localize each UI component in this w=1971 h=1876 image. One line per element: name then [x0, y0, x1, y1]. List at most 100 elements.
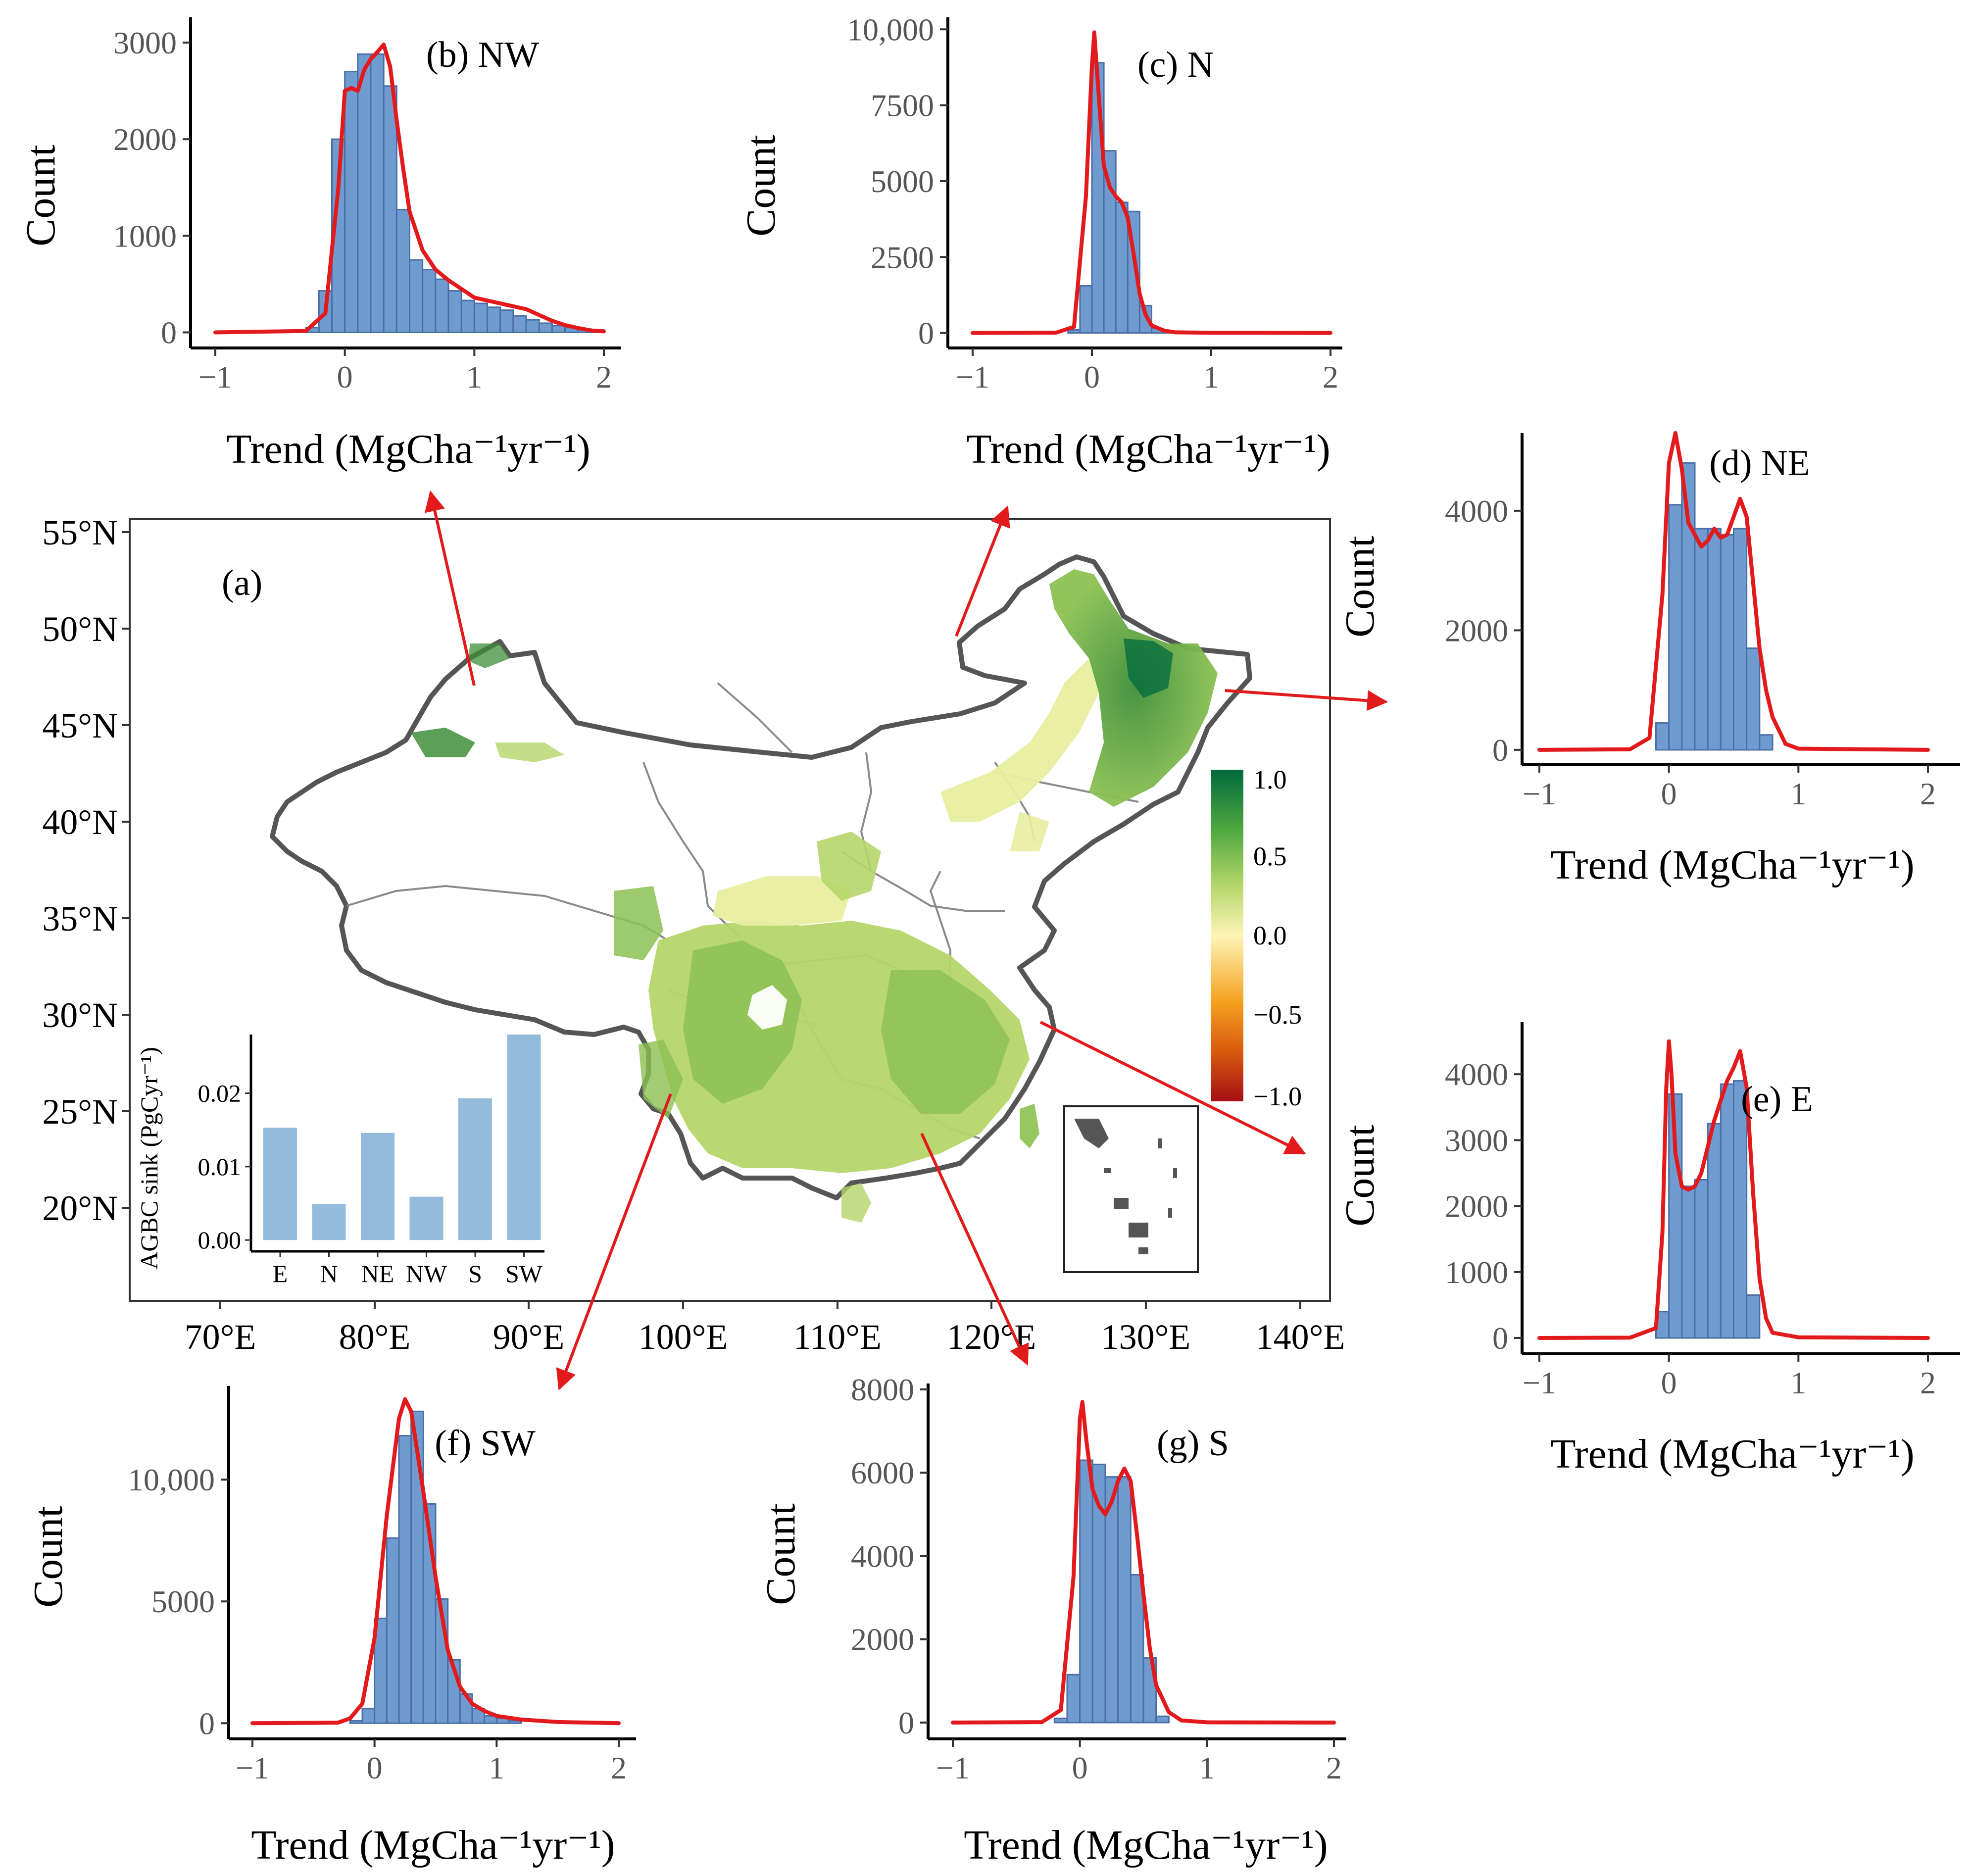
histogram-bar — [1681, 462, 1696, 751]
inset-bar — [263, 1128, 297, 1240]
x-tick-label: 0 — [337, 359, 353, 395]
y-tick-label: 2500 — [871, 240, 934, 275]
density-curve — [213, 42, 606, 335]
y-tick-label: 0 — [161, 315, 177, 350]
histogram-bar — [1707, 1123, 1722, 1339]
colorbar-tick-label: 1.0 — [1253, 765, 1287, 794]
inset-y-tick-label: 0.01 — [198, 1153, 242, 1181]
inset-bar — [312, 1204, 346, 1240]
x-axis-title: Trend (MgCha⁻¹yr⁻¹) — [226, 426, 591, 472]
histogram-bar — [1746, 647, 1761, 751]
y-tick-label: 2000 — [113, 122, 177, 157]
histogram-bar — [386, 1537, 400, 1724]
x-tick-label: 1 — [466, 359, 482, 395]
y-tick-label: 0 — [898, 1705, 914, 1740]
histogram-bar — [1117, 1476, 1132, 1724]
x-axis-title: Trend (MgCha⁻¹yr⁻¹) — [251, 1822, 615, 1868]
arrow-s — [920, 1133, 1029, 1366]
histogram-bar — [1707, 528, 1722, 751]
histogram-bar — [1079, 1459, 1093, 1724]
lat-tick-label: 55°N — [42, 513, 118, 552]
histogram-bar — [409, 259, 424, 333]
panel-title: (f) SW — [435, 1423, 536, 1464]
histogram-bar — [460, 299, 475, 333]
inset-bar — [409, 1196, 443, 1240]
x-tick-label: 1 — [1203, 359, 1219, 395]
histogram-bar — [1733, 528, 1748, 751]
lon-tick-label: 100°E — [639, 1317, 728, 1357]
lon-tick-label: 130°E — [1101, 1317, 1191, 1357]
inset-x-tick-label: E — [273, 1260, 288, 1287]
inset-islands — [1104, 1138, 1177, 1254]
y-tick-label: 2000 — [851, 1622, 914, 1657]
y-tick-label: 0 — [199, 1706, 215, 1741]
x-tick-label: −1 — [1523, 776, 1556, 811]
histogram-bar — [487, 306, 501, 333]
density-curve — [250, 1397, 621, 1726]
inset-x-tick-label: NE — [361, 1260, 394, 1287]
colorbar-tick-label: 0.5 — [1253, 841, 1287, 871]
histogram-bars — [1655, 1080, 1761, 1339]
histogram-bar — [1720, 534, 1734, 751]
x-tick-label: 1 — [1199, 1750, 1215, 1785]
y-axis-title: Count — [738, 135, 784, 236]
histogram-bar — [1142, 1657, 1157, 1724]
lon-tick-label: 110°E — [793, 1317, 882, 1357]
x-tick-label: 0 — [1072, 1750, 1088, 1785]
arrow-e — [1039, 1021, 1306, 1155]
histogram-bar — [447, 290, 462, 333]
histogram-bar — [508, 1720, 522, 1724]
histogram-bar — [512, 315, 527, 333]
histogram-bar — [1668, 504, 1683, 751]
x-tick-label: −1 — [956, 359, 989, 395]
x-tick-label: 1 — [1790, 776, 1806, 811]
x-tick-label: −1 — [236, 1750, 269, 1785]
x-tick-label: 2 — [596, 359, 612, 395]
histogram-bar — [1733, 1080, 1748, 1339]
lat-tick-label: 25°N — [42, 1092, 118, 1132]
histogram-bar — [398, 1435, 412, 1724]
histogram-bar — [383, 85, 397, 333]
density-curve — [971, 30, 1332, 335]
colorbar-tick-label: −1.0 — [1253, 1082, 1302, 1111]
inset-y-axis-title: AGBC sink (PgCyr⁻¹) — [135, 1047, 163, 1270]
y-tick-label: 8000 — [851, 1372, 914, 1407]
inset-x-tick-label: N — [320, 1260, 338, 1287]
density-curve — [951, 1400, 1336, 1725]
histogram-bar — [1694, 1179, 1709, 1339]
histogram-bars — [349, 1410, 522, 1724]
inset-y-tick-label: 0.00 — [198, 1226, 242, 1254]
x-axis-title: Trend (MgCha⁻¹yr⁻¹) — [1550, 1431, 1915, 1477]
y-tick-label: 10,000 — [128, 1462, 215, 1497]
lat-tick-label: 50°N — [42, 609, 118, 649]
histogram-panel-e: 0 1000 2000 3000 4000 −1 0 1 2 (e) E Trend (MgCha⁻… — [1337, 1022, 1960, 1477]
lat-tick-label: 40°N — [42, 802, 118, 842]
histogram-bar — [1694, 528, 1709, 751]
histogram-panel-ne: 0 2000 4000 −1 0 1 2 (d) NE Trend (MgCha⁻¹yr⁻¹) C… — [1337, 431, 1960, 888]
y-tick-label: 2000 — [1445, 1189, 1508, 1224]
inset-bar-chart: E N NE NW S SW 0.00 0.01 0.02 AGBC sink (PgCyr⁻¹) — [135, 1035, 544, 1287]
histogram-bar — [422, 269, 437, 333]
histogram-bar — [370, 53, 385, 333]
arrow-n — [955, 505, 1010, 637]
inset-y-tick-label: 0.02 — [198, 1080, 242, 1107]
x-tick-label: 2 — [1326, 1750, 1342, 1785]
x-tick-label: 2 — [1920, 776, 1936, 811]
lon-tick-label: 140°E — [1256, 1317, 1345, 1357]
panel-title: (b) NW — [426, 35, 539, 75]
lat-tick-label: 45°N — [42, 706, 118, 745]
map-panel: (a) 55°N 50°N 45°N 40°N 35°N 30°N 25°N 20°N 70°… — [42, 513, 1345, 1357]
y-tick-label: 7500 — [871, 88, 934, 123]
y-tick-label: 0 — [1492, 1321, 1508, 1356]
y-tick-label: 0 — [1492, 733, 1508, 768]
x-tick-label: −1 — [1523, 1365, 1556, 1400]
histogram-bar — [361, 1708, 376, 1724]
histogram-bar — [344, 71, 359, 333]
panel-title: (g) S — [1157, 1423, 1229, 1464]
inset-bar — [361, 1133, 394, 1240]
x-tick-label: 2 — [1920, 1365, 1936, 1400]
y-tick-label: 5000 — [151, 1584, 215, 1619]
x-tick-label: −1 — [936, 1750, 970, 1785]
y-tick-label: 2000 — [1445, 613, 1508, 648]
